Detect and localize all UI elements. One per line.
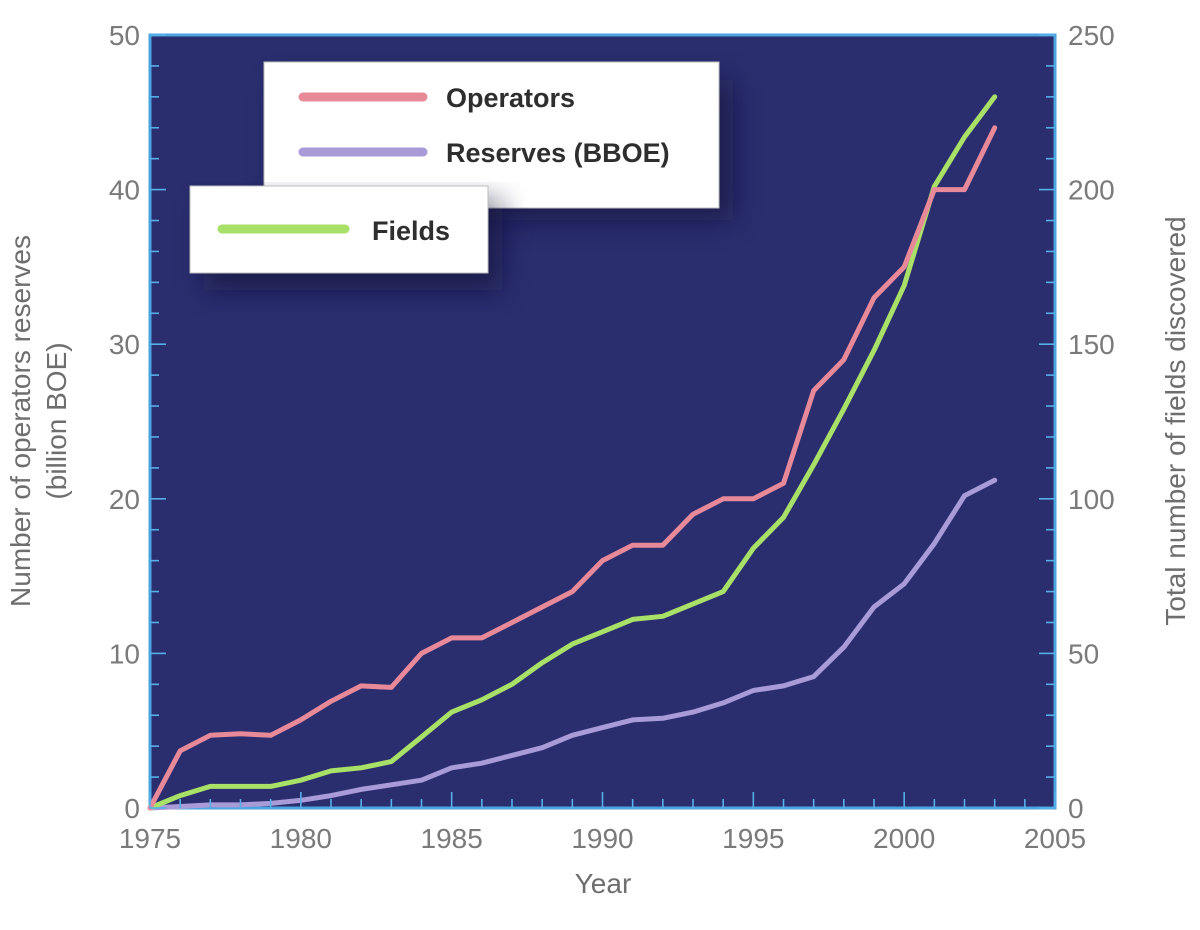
- x-tick-label: 1975: [119, 823, 181, 854]
- y-left-tick-label: 50: [109, 20, 140, 51]
- y-right-tick-label: 0: [1068, 793, 1084, 824]
- y-left-axis-title-line2: (billion BOE): [41, 342, 72, 499]
- y-left-tick-label: 10: [109, 638, 140, 669]
- series-layer: [147, 94, 998, 811]
- y-right-axis-title: Total number of fields discovered: [1160, 216, 1191, 625]
- axis-labels: 1975 1980 1985 1990 1995 2000 2005 0 10 …: [5, 20, 1191, 899]
- y-right-tick-label: 250: [1068, 20, 1115, 51]
- series-line-reserves-bboe: [147, 477, 998, 811]
- y-left-tick-label: 30: [109, 329, 140, 360]
- y-left-axis-title-line1: Number of operators reserves: [5, 235, 36, 607]
- y-left-tick-label: 40: [109, 175, 140, 206]
- y-right-tick-label: 200: [1068, 175, 1115, 206]
- x-tick-label: 1990: [571, 823, 633, 854]
- legend-label-reserves: Reserves (BBOE): [446, 138, 670, 168]
- legend-label-fields: Fields: [372, 216, 450, 246]
- x-tick-label: 2000: [873, 823, 935, 854]
- series-line-fields: [147, 94, 998, 811]
- y-left-tick-label: 0: [124, 793, 140, 824]
- legend-frame: [263, 61, 720, 209]
- series-line-operators: [147, 125, 998, 811]
- y-right-tick-label: 50: [1068, 638, 1099, 669]
- legend-box-fields: Fields: [189, 185, 502, 290]
- y-left-tick-label: 20: [109, 484, 140, 515]
- x-tick-label: 1995: [722, 823, 784, 854]
- legend-label-operators: Operators: [446, 83, 575, 113]
- x-axis-title: Year: [575, 868, 632, 899]
- x-tick-label: 1985: [421, 823, 483, 854]
- x-tick-label: 2005: [1024, 823, 1086, 854]
- x-tick-label: 1980: [270, 823, 332, 854]
- y-right-tick-label: 100: [1068, 484, 1115, 515]
- y-right-tick-label: 150: [1068, 329, 1115, 360]
- ticks-layer: [149, 34, 1056, 809]
